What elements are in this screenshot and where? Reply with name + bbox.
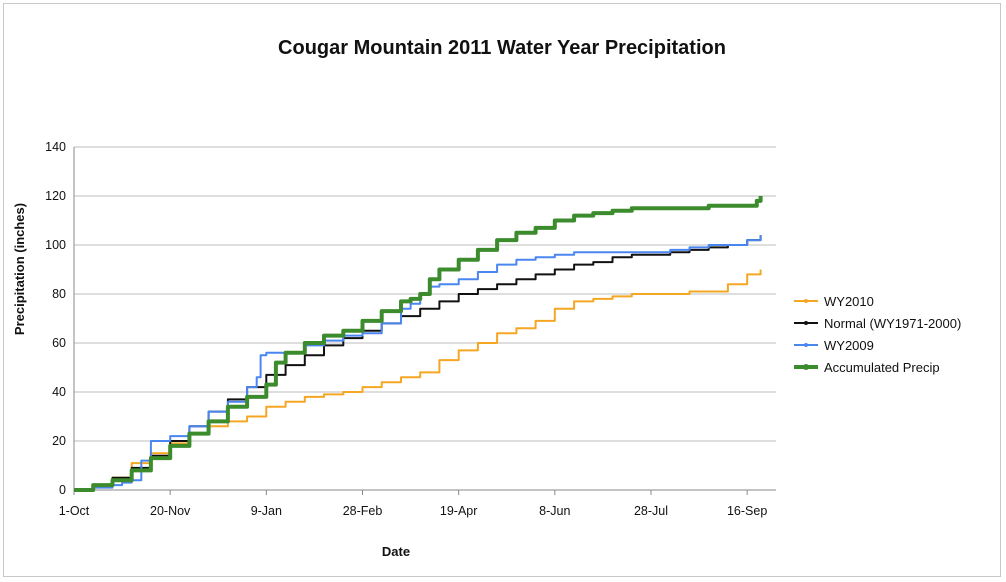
chart-title: Cougar Mountain 2011 Water Year Precipit… bbox=[278, 37, 726, 59]
y-tick-label: 60 bbox=[52, 336, 66, 350]
y-tick-label: 140 bbox=[45, 140, 66, 154]
x-tick-label: 20-Nov bbox=[150, 504, 191, 518]
chart-frame: Cougar Mountain 2011 Water Year Precipit… bbox=[3, 3, 1001, 577]
legend-marker bbox=[804, 321, 808, 325]
legend-label: Accumulated Precip bbox=[824, 360, 940, 375]
y-tick-label: 80 bbox=[52, 287, 66, 301]
series-lines bbox=[74, 196, 763, 492]
y-tick-label: 120 bbox=[45, 189, 66, 203]
legend: WY2010 Normal (WY1971-2000) WY2009 Accumula… bbox=[794, 294, 961, 375]
x-tick-label: 16-Sep bbox=[727, 504, 767, 518]
x-tick-label: 8-Jun bbox=[539, 504, 570, 518]
legend-marker bbox=[804, 343, 808, 347]
y-tick-label: 20 bbox=[52, 434, 66, 448]
legend-marker bbox=[803, 364, 809, 370]
series-line-accumulated-precip bbox=[74, 196, 763, 492]
legend-label: WY2010 bbox=[824, 294, 874, 309]
x-tick-label: 9-Jan bbox=[251, 504, 282, 518]
x-tick-label: 28-Jul bbox=[634, 504, 668, 518]
legend-label: Normal (WY1971-2000) bbox=[824, 316, 961, 331]
x-tick-label: 19-Apr bbox=[440, 504, 478, 518]
y-tick-label: 40 bbox=[52, 385, 66, 399]
gridlines bbox=[73, 146, 776, 491]
x-axis-ticks: 1-Oct 20-Nov 9-Jan 28-Feb 19-Apr 8-Jun 28-Jul 1… bbox=[59, 490, 767, 518]
y-tick-label: 0 bbox=[59, 483, 66, 497]
y-axis-ticks: 0 20 40 60 80 100 120 140 bbox=[45, 140, 66, 497]
x-tick-label: 28-Feb bbox=[343, 504, 383, 518]
chart-canvas: Cougar Mountain 2011 Water Year Precipit… bbox=[12, 37, 961, 559]
series-line-wy2010 bbox=[74, 269, 762, 491]
x-axis-title: Date bbox=[382, 544, 410, 559]
y-axis-title: Precipitation (inches) bbox=[12, 203, 27, 335]
y-tick-label: 100 bbox=[45, 238, 66, 252]
x-tick-label: 1-Oct bbox=[59, 504, 90, 518]
series-line-normal-wy1971-2000 bbox=[74, 235, 762, 491]
legend-label: WY2009 bbox=[824, 338, 874, 353]
legend-marker bbox=[804, 299, 808, 303]
series-line-wy2009 bbox=[74, 235, 762, 491]
